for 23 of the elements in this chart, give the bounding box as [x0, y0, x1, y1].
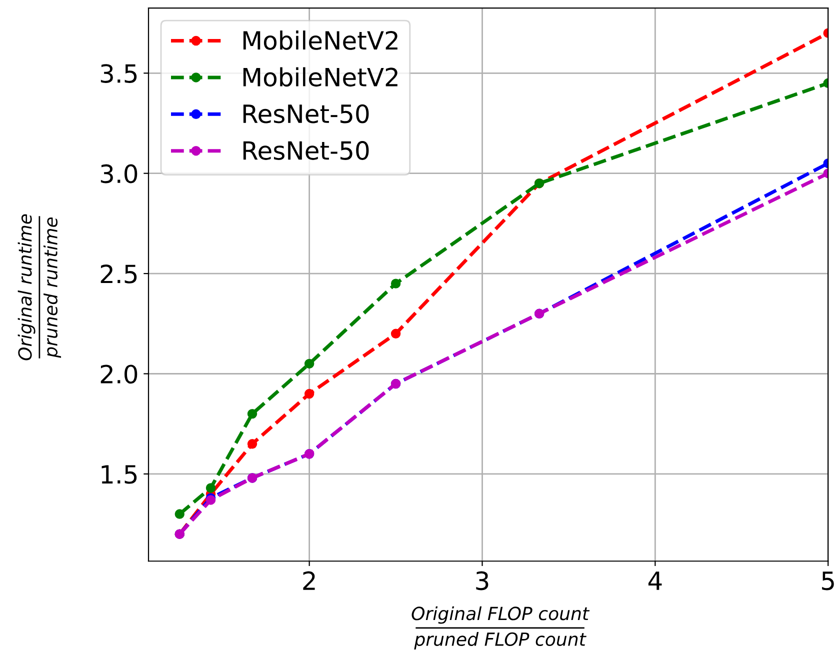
point [304, 358, 314, 369]
x-tick-label: 3 [476, 571, 488, 590]
x-tick-label: 4 [648, 572, 662, 590]
point [390, 328, 401, 339]
x-tick-label: 5 [822, 572, 834, 590]
y-tick-label: 2.5 [100, 264, 137, 284]
y-tick-label: 1.5 [102, 465, 137, 484]
y-tick-label: 3.0 [100, 164, 138, 184]
point [247, 408, 258, 419]
y-axis-title: Original runtime pruned runtime [18, 214, 62, 360]
x-axis-title: Original FLOP count pruned FLOP count [412, 606, 590, 650]
point [247, 439, 258, 449]
legend-label: ResNet-50 [243, 104, 369, 124]
legend-label: MobileNetV2 [243, 30, 398, 50]
point [206, 483, 216, 493]
point [390, 278, 401, 288]
x-tick-label: 2 [303, 571, 315, 590]
y-tick-label: 3.5 [100, 64, 137, 83]
legend-label: MobileNetV2 [243, 67, 398, 87]
point [304, 388, 314, 399]
point [174, 509, 184, 519]
legend-label: ResNet-50 [243, 141, 369, 160]
y-tick-label: 2.0 [100, 364, 138, 384]
